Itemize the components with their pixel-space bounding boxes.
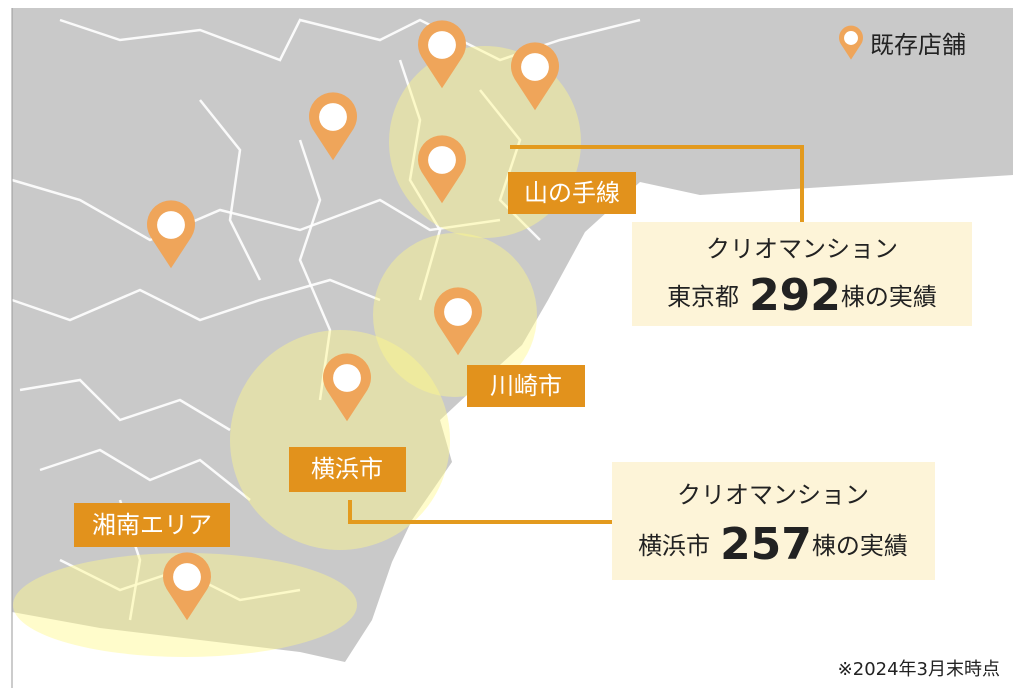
footnote: ※2024年3月末時点 xyxy=(838,659,1000,680)
city: 東京都 xyxy=(667,283,739,311)
pin-dot xyxy=(333,364,361,392)
pin-dot xyxy=(844,31,858,45)
area-label: 山の手線 xyxy=(524,179,620,207)
pin-dot xyxy=(173,563,201,591)
pin-dot xyxy=(428,146,456,174)
suffix: 棟の実績 xyxy=(841,283,937,311)
area-label: 川崎市 xyxy=(490,372,562,400)
callout-box xyxy=(632,222,972,326)
leader-line xyxy=(510,145,804,222)
pin-dot xyxy=(521,53,549,81)
leader-line xyxy=(348,500,612,524)
callout-box xyxy=(612,462,935,580)
area-label: 横浜市 xyxy=(311,455,383,483)
area-tag xyxy=(74,503,230,547)
callout-title: クリオマンション xyxy=(677,481,869,509)
legend-label: 既存店舗 xyxy=(870,31,966,59)
count: 257 xyxy=(720,519,812,570)
pin-dot xyxy=(444,298,472,326)
pins xyxy=(147,20,560,621)
pin-dot xyxy=(428,31,456,59)
area-tag xyxy=(467,365,585,407)
callout-title: クリオマンション xyxy=(706,235,898,263)
pin-dot xyxy=(319,103,347,131)
suffix: 棟の実績 xyxy=(812,532,908,560)
area-label: 湘南エリア xyxy=(92,511,212,539)
zone-yokohama xyxy=(230,330,450,550)
callout-line: 横浜市 257棟の実績 xyxy=(638,519,908,570)
city: 横浜市 xyxy=(638,532,710,560)
area-tag xyxy=(289,447,406,492)
pin-dot xyxy=(157,211,185,239)
count: 292 xyxy=(749,270,841,321)
callout-line: 東京都 292棟の実績 xyxy=(667,270,937,321)
legend-pin xyxy=(839,25,864,60)
area-tag xyxy=(508,172,636,214)
